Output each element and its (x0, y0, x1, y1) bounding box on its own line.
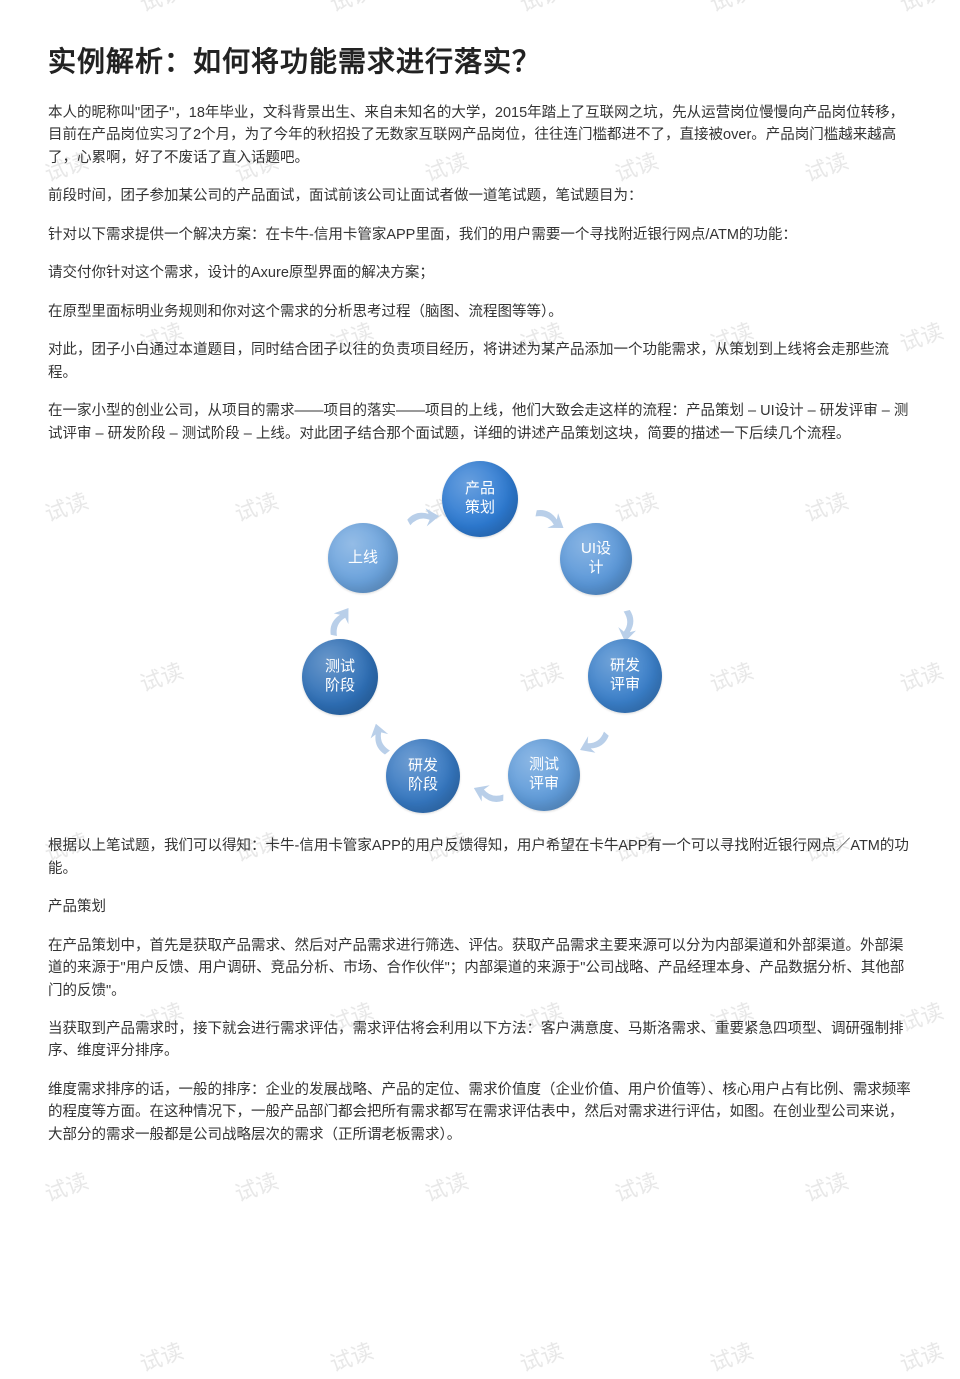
paragraph: 对此，团子小白通过本道题目，同时结合团子以往的负责项目经历，将讲述为某产品添加一… (48, 339, 912, 384)
document-content: 实例解析：如何将功能需求进行落实？ 本人的昵称叫"团子"，18年毕业，文科背景出… (0, 0, 960, 1146)
paragraph: 本人的昵称叫"团子"，18年毕业，文科背景出生、来自未知名的大学，2015年踏上… (48, 102, 912, 169)
cycle-node-label: 产品 策划 (465, 480, 495, 518)
paragraph: 前段时间，团子参加某公司的产品面试，面试前该公司让面试者做一道笔试题，笔试题目为… (48, 185, 912, 207)
watermark-text: 试读 (230, 1163, 282, 1208)
paragraph: 维度需求排序的话，一般的排序：企业的发展战略、产品的定位、需求价值度（企业价值、… (48, 1079, 912, 1146)
cycle-arrow-icon (404, 504, 443, 540)
paragraph: 根据以上笔试题，我们可以得知：卡牛-信用卡管家APP的用户反馈得知，用户希望在卡… (48, 835, 912, 880)
cycle-arrow-icon (571, 717, 616, 761)
paragraph: 在一家小型的创业公司，从项目的需求——项目的落实——项目的上线，他们大致会走这样… (48, 400, 912, 445)
cycle-node: 上线 (328, 523, 398, 593)
cycle-arrow-icon (470, 770, 513, 811)
watermark-text: 试读 (800, 1163, 852, 1208)
cycle-node: 测试 阶段 (302, 639, 378, 715)
cycle-node-label: UI设 计 (581, 540, 611, 578)
watermark-text: 试读 (610, 1163, 662, 1208)
watermark-text: 试读 (705, 1333, 757, 1378)
page-title: 实例解析：如何将功能需求进行落实？ (48, 40, 912, 80)
watermark-text: 试读 (420, 1163, 472, 1208)
paragraph: 在产品策划中，首先是获取产品需求、然后对产品需求进行筛选、评估。获取产品需求主要… (48, 935, 912, 1002)
cycle-node-label: 研发 评审 (610, 657, 640, 695)
cycle-node: 测试 评审 (508, 739, 580, 811)
watermark-text: 试读 (40, 1163, 92, 1208)
watermark-text: 试读 (895, 1333, 947, 1378)
cycle-arrow-icon (525, 501, 570, 545)
paragraph: 在原型里面标明业务规则和你对这个需求的分析思考过程（脑图、流程图等等）。 (48, 301, 912, 323)
watermark-text: 试读 (515, 1333, 567, 1378)
cycle-node: 产品 策划 (442, 461, 518, 537)
section-heading: 产品策划 (48, 896, 912, 918)
cycle-diagram: 产品 策划 UI设 计研发 评审测试 评审 研发 阶段 测试 阶段 上线 (290, 461, 670, 821)
cycle-diagram-container: 产品 策划 UI设 计研发 评审测试 评审 研发 阶段 测试 阶段 上线 (48, 461, 912, 821)
cycle-node-label: 测试 阶段 (325, 658, 355, 696)
cycle-node: UI设 计 (560, 523, 632, 595)
watermark-text: 试读 (135, 1333, 187, 1378)
paragraph: 当获取到产品需求时，接下就会进行需求评估，需求评估将会利用以下方法：客户满意度、… (48, 1018, 912, 1063)
paragraph: 请交付你针对这个需求，设计的Axure原型界面的解决方案； (48, 262, 912, 284)
cycle-node-label: 研发 阶段 (408, 757, 438, 795)
paragraph: 针对以下需求提供一个解决方案：在卡牛-信用卡管家APP里面，我们的用户需要一个寻… (48, 224, 912, 246)
cycle-node: 研发 阶段 (386, 739, 460, 813)
cycle-node-label: 上线 (348, 549, 378, 568)
cycle-node-label: 测试 评审 (529, 756, 559, 794)
watermark-text: 试读 (325, 1333, 377, 1378)
cycle-node: 研发 评审 (588, 639, 662, 713)
cycle-arrow-icon (606, 606, 640, 643)
